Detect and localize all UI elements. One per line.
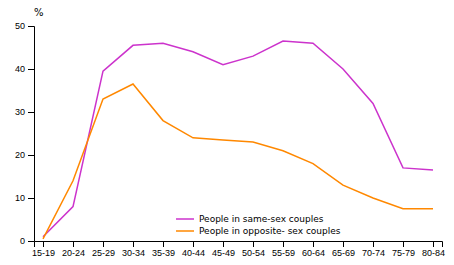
x-tick: 80-84 (422, 241, 445, 258)
x-tick: 25-29 (92, 241, 115, 258)
x-tick-mark (433, 241, 434, 247)
series-line (43, 84, 433, 239)
x-tick-mark (193, 241, 194, 247)
y-axis-label: % (34, 7, 44, 18)
x-tick: 65-69 (332, 241, 355, 258)
x-tick-label: 65-69 (332, 248, 355, 258)
x-tick-mark (373, 241, 374, 247)
x-tick-label: 30-34 (122, 248, 145, 258)
legend-item: People in opposite- sex couples (176, 226, 341, 236)
y-tick-label: 40 (15, 64, 25, 74)
x-tick-mark (43, 241, 44, 247)
y-tick-mark (28, 155, 34, 156)
x-tick-mark (73, 241, 74, 247)
x-tick-mark (283, 241, 284, 247)
x-axis-line (35, 242, 443, 248)
y-tick-mark (28, 26, 34, 27)
y-tick-label: 20 (15, 150, 25, 160)
x-tick-mark (223, 241, 224, 247)
y-axis: 0 10 20 30 40 50 (15, 21, 35, 246)
y-tick: 0 (20, 236, 34, 246)
x-tick-mark (253, 241, 254, 247)
x-tick: 20-24 (62, 241, 85, 258)
legend: People in same-sex couples People in oppo… (176, 214, 341, 236)
x-tick: 75-79 (392, 241, 415, 258)
y-tick-label: 30 (15, 107, 25, 117)
x-tick-mark (343, 241, 344, 247)
y-tick: 10 (15, 193, 34, 203)
y-tick-mark (28, 198, 34, 199)
x-tick-label: 15-19 (32, 248, 55, 258)
x-tick-mark (163, 241, 164, 247)
x-tick-label: 45-49 (212, 248, 235, 258)
legend-label: People in opposite- sex couples (199, 226, 341, 236)
x-axis: 15-19 20-24 25-29 30-34 35-39 40-44 45-49 50-54… (32, 241, 445, 258)
chart: 15-19 20-24 25-29 30-34 35-39 40-44 45-49 50-54… (0, 0, 454, 265)
x-tick-label: 40-44 (182, 248, 205, 258)
x-tick-mark (103, 241, 104, 247)
y-tick: 30 (15, 107, 34, 117)
plot: 15-19 20-24 25-29 30-34 35-39 40-44 45-49 50-54… (15, 7, 445, 258)
x-tick-label: 75-79 (392, 248, 415, 258)
x-tick: 70-74 (362, 241, 385, 258)
y-tick: 40 (15, 64, 34, 74)
x-tick-label: 60-64 (302, 248, 325, 258)
x-tick: 55-59 (272, 241, 295, 258)
y-tick-label: 10 (15, 193, 25, 203)
x-tick: 60-64 (302, 241, 325, 258)
legend-item: People in same-sex couples (176, 214, 324, 224)
x-tick: 40-44 (182, 241, 205, 258)
x-tick-label: 35-39 (152, 248, 175, 258)
x-tick-mark (133, 241, 134, 247)
y-tick-mark (28, 112, 34, 113)
y-tick-mark (28, 69, 34, 70)
x-tick-label: 25-29 (92, 248, 115, 258)
x-tick: 15-19 (32, 241, 55, 258)
x-tick: 30-34 (122, 241, 145, 258)
y-tick-label: 50 (15, 21, 25, 31)
legend-swatch (176, 230, 194, 232)
x-tick: 35-39 (152, 241, 175, 258)
x-tick-label: 55-59 (272, 248, 295, 258)
legend-label: People in same-sex couples (199, 214, 324, 224)
x-tick-mark (313, 241, 314, 247)
x-tick: 45-49 (212, 241, 235, 258)
x-tick: 50-54 (242, 241, 265, 258)
y-tick-label: 0 (20, 236, 25, 246)
x-tick-label: 20-24 (62, 248, 85, 258)
y-axis-line (28, 27, 35, 242)
y-tick-mark (28, 241, 34, 242)
x-tick-label: 70-74 (362, 248, 385, 258)
x-tick-label: 50-54 (242, 248, 265, 258)
legend-swatch (176, 218, 194, 220)
series-line (43, 41, 433, 237)
x-tick-mark (403, 241, 404, 247)
lines (43, 41, 433, 239)
y-tick: 20 (15, 150, 34, 160)
x-tick-label: 80-84 (422, 248, 445, 258)
y-tick: 50 (15, 21, 34, 31)
